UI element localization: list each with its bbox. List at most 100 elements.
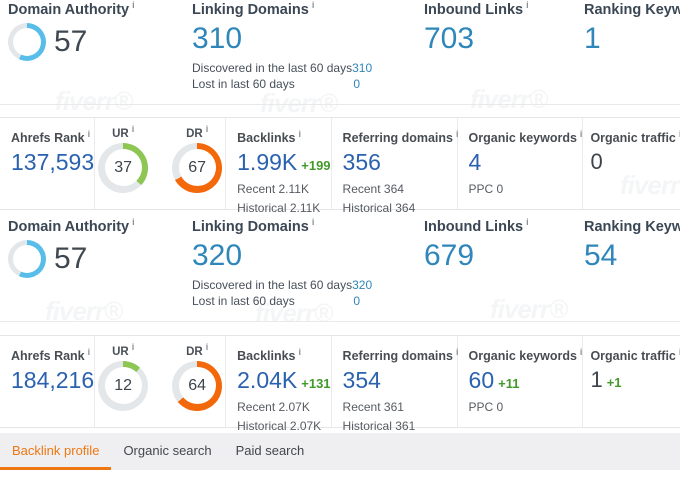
backlinks-delta: +199: [301, 158, 331, 174]
organic-keywords-section: Organic keywords i 60 +11 PPC 0: [458, 336, 584, 427]
lost-label: Lost in last 60 days: [192, 76, 295, 91]
linking-domains-label: Linking Domains i: [192, 0, 315, 18]
info-icon[interactable]: i: [132, 217, 135, 227]
ahrefs-metrics-card-1: Ahrefs Rank i 137,593 UR i 37 DR i 67 Backl…: [0, 117, 680, 215]
info-icon[interactable]: i: [132, 0, 135, 10]
discovered-value[interactable]: 310: [352, 60, 373, 75]
info-icon[interactable]: i: [298, 347, 302, 357]
ahrefs-rank-value[interactable]: 184,216: [11, 367, 95, 394]
discovered-value[interactable]: 320: [352, 277, 373, 292]
referring-domains-label: Referring domains i: [342, 129, 459, 146]
info-icon[interactable]: i: [526, 0, 529, 10]
referring-domains-recent: Recent 364: [342, 182, 404, 197]
lost-row: Lost in last 60 days 0: [192, 76, 360, 92]
organic-keywords-delta: +11: [498, 376, 520, 392]
info-icon[interactable]: i: [526, 217, 529, 227]
dr-label: DR i: [186, 124, 209, 140]
domain-authority-label: Domain Authority i: [8, 217, 135, 235]
referring-domains-value[interactable]: 354: [342, 367, 381, 394]
linking-domains-value[interactable]: 320: [192, 238, 243, 272]
referring-domains-label: Referring domains i: [342, 347, 459, 364]
ranking-keywords-value[interactable]: 1: [584, 21, 601, 55]
ur-gauge: 12: [98, 360, 149, 411]
info-icon[interactable]: i: [87, 347, 91, 357]
dr-gauge-block: DR i 64: [169, 342, 225, 427]
inbound-links-value[interactable]: 679: [424, 238, 475, 272]
dr-label: DR i: [186, 342, 209, 358]
ur-dr-section: UR i 37 DR i 67: [95, 118, 227, 209]
info-icon[interactable]: i: [579, 129, 583, 139]
dr-value: 64: [188, 376, 207, 394]
inbound-links-value[interactable]: 703: [424, 21, 475, 55]
tab-backlink-profile[interactable]: Backlink profile: [0, 433, 112, 470]
organic-keywords-value[interactable]: 4: [468, 149, 482, 176]
referring-domains-historical: Historical 364: [342, 201, 416, 216]
info-icon[interactable]: i: [455, 347, 459, 357]
backlinks-label: Backlinks i: [237, 129, 302, 146]
info-icon[interactable]: i: [131, 342, 135, 352]
discovered-label: Discovered in the last 60 days: [192, 277, 353, 292]
discovered-row: Discovered in the last 60 days 310: [192, 60, 372, 76]
backlinks-recent: Recent 2.11K: [237, 182, 309, 197]
organic-keywords-label: Organic keywords i: [468, 129, 583, 146]
backlinks-value[interactable]: 2.04K: [237, 367, 298, 394]
organic-traffic-section: Organic traffici 0: [583, 118, 680, 209]
discovered-row: Discovered in the last 60 days 320: [192, 277, 372, 293]
ahrefs-metrics-card-2: Ahrefs Rank i 184,216 UR i 12 DR i 64 Backl…: [0, 335, 680, 433]
ppc-value: PPC 0: [468, 400, 504, 415]
ahrefs-rank-value[interactable]: 137,593: [11, 149, 95, 176]
backlinks-historical: Historical 2.07K: [237, 419, 322, 434]
backlinks-label: Backlinks i: [237, 347, 302, 364]
lost-value[interactable]: 0: [353, 293, 360, 308]
tab-organic-search[interactable]: Organic search: [123, 442, 212, 458]
info-icon[interactable]: i: [298, 129, 302, 139]
referring-domains-historical: Historical 361: [342, 419, 416, 434]
inbound-links-label: Inbound Links i: [424, 217, 529, 235]
dr-value: 67: [188, 158, 207, 176]
organic-traffic-delta: +1: [606, 375, 622, 391]
organic-traffic-value: 1: [590, 367, 603, 393]
info-icon[interactable]: i: [87, 129, 91, 139]
ranking-keywords-value[interactable]: 54: [584, 238, 618, 272]
info-icon[interactable]: i: [455, 129, 459, 139]
info-icon[interactable]: i: [311, 0, 315, 10]
ur-gauge-block: UR i 37: [95, 124, 151, 209]
domain-authority-block: Domain Authority i 57: [8, 217, 135, 278]
info-icon[interactable]: i: [131, 124, 135, 134]
domain-authority-gauge: [8, 239, 46, 278]
domain-authority-label: Domain Authority i: [8, 0, 135, 18]
ranking-keywords-block: Ranking Keywordsi 54: [584, 217, 680, 273]
backlinks-recent: Recent 2.07K: [237, 400, 310, 415]
info-icon[interactable]: i: [311, 217, 315, 227]
ur-value: 37: [114, 158, 133, 176]
organic-keywords-value[interactable]: 60: [468, 367, 495, 394]
info-icon[interactable]: i: [579, 347, 583, 357]
ahrefs-rank-section: Ahrefs Rank i 184,216: [0, 336, 96, 427]
info-icon[interactable]: i: [205, 124, 209, 134]
ranking-keywords-label: Ranking Keywordsi: [584, 218, 680, 235]
organic-keywords-section: Organic keywords i 4 PPC 0: [458, 118, 584, 209]
domain-authority-value: 57: [54, 24, 88, 58]
discovered-label: Discovered in the last 60 days: [192, 60, 353, 75]
dr-gauge: 67: [172, 142, 223, 193]
moz-metrics-panel-2: Domain Authority i 57 Linking Domains i 32…: [0, 217, 680, 322]
linking-domains-value[interactable]: 310: [192, 21, 243, 55]
lost-value[interactable]: 0: [353, 76, 360, 91]
moz-metrics-panel-1: Domain Authority i 57 Linking Domains i 31…: [0, 0, 680, 105]
info-icon[interactable]: i: [205, 342, 209, 352]
ranking-keywords-block: Ranking Keywordsi 1: [584, 0, 680, 56]
referring-domains-section: Referring domains i 354 Recent 361 Histor…: [332, 336, 459, 433]
tab-paid-search[interactable]: Paid search: [235, 442, 305, 458]
backlinks-delta: +131: [301, 376, 331, 392]
info-icon[interactable]: i: [679, 347, 680, 357]
organic-traffic-section: Organic traffici 1+1: [583, 336, 680, 427]
domain-authority-value: 57: [54, 241, 88, 275]
backlinks-value[interactable]: 1.99K: [237, 149, 298, 176]
referring-domains-section: Referring domains i 356 Recent 364 Histor…: [332, 118, 459, 215]
info-icon[interactable]: i: [679, 129, 680, 139]
backlinks-section: Backlinks i 1.99K +199 Recent 2.11K Histor…: [226, 118, 332, 215]
linking-domains-block: Linking Domains i 310 Discovered in the l…: [192, 0, 372, 92]
organic-traffic-value: 0: [590, 149, 603, 175]
lost-label: Lost in last 60 days: [192, 293, 295, 308]
referring-domains-value[interactable]: 356: [342, 149, 381, 176]
